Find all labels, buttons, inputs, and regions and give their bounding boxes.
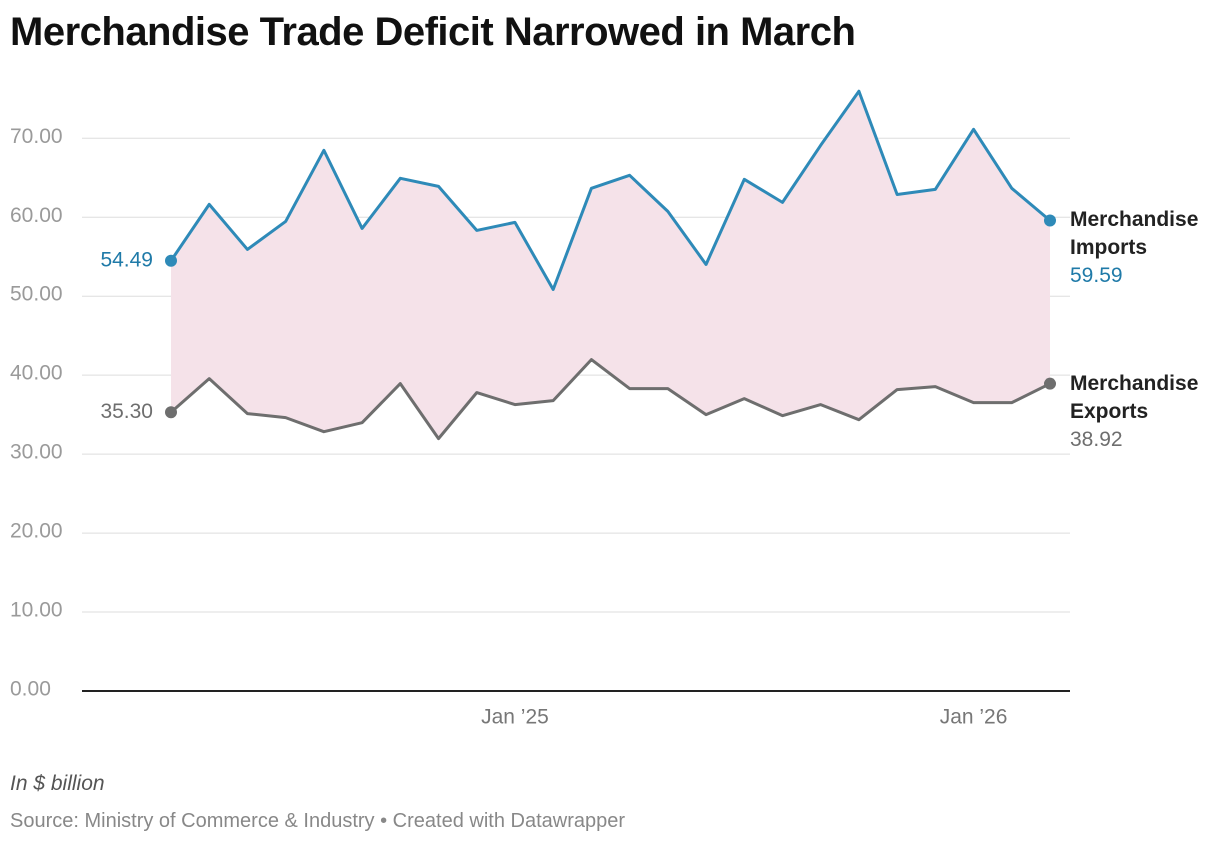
end-point <box>1044 377 1056 390</box>
y-tick-label: 10.00 <box>10 599 63 622</box>
deficit-area <box>171 91 1050 439</box>
x-tick-label: Jan ’25 <box>481 706 549 729</box>
unit-note: In $ billion <box>10 772 105 795</box>
value-label: 54.49 <box>100 248 153 271</box>
end-point <box>1044 214 1056 227</box>
y-tick-label: 50.00 <box>10 283 63 306</box>
legend-entry: Merchandise Imports <box>1070 208 1199 260</box>
end-point <box>165 254 177 267</box>
x-tick-label: Jan ’26 <box>940 706 1008 729</box>
series-end-label: Merchandise Exports 38.92 <box>1070 370 1218 454</box>
y-tick-label: 0.00 <box>10 678 51 701</box>
source: Source: Ministry of Commerce & Industry … <box>10 810 625 832</box>
value-label: 38.92 <box>1070 427 1123 451</box>
value-label: 59.59 <box>1070 264 1123 288</box>
y-tick-label: 20.00 <box>10 520 63 543</box>
end-point <box>165 406 177 419</box>
y-tick-label: 30.00 <box>10 441 63 464</box>
y-tick-label: 40.00 <box>10 362 63 385</box>
series-line <box>169 89 1051 291</box>
series-end-label: Merchandise Imports 59.59 <box>1070 206 1218 290</box>
y-tick-label: 60.00 <box>10 204 63 227</box>
y-tick-label: 70.00 <box>10 125 63 148</box>
series-line <box>170 358 1051 441</box>
chart-title: Merchandise Trade Deficit Narrowed in Ma… <box>10 10 856 54</box>
legend-entry: Merchandise Exports <box>1070 371 1199 423</box>
value-label: 35.30 <box>100 400 153 423</box>
